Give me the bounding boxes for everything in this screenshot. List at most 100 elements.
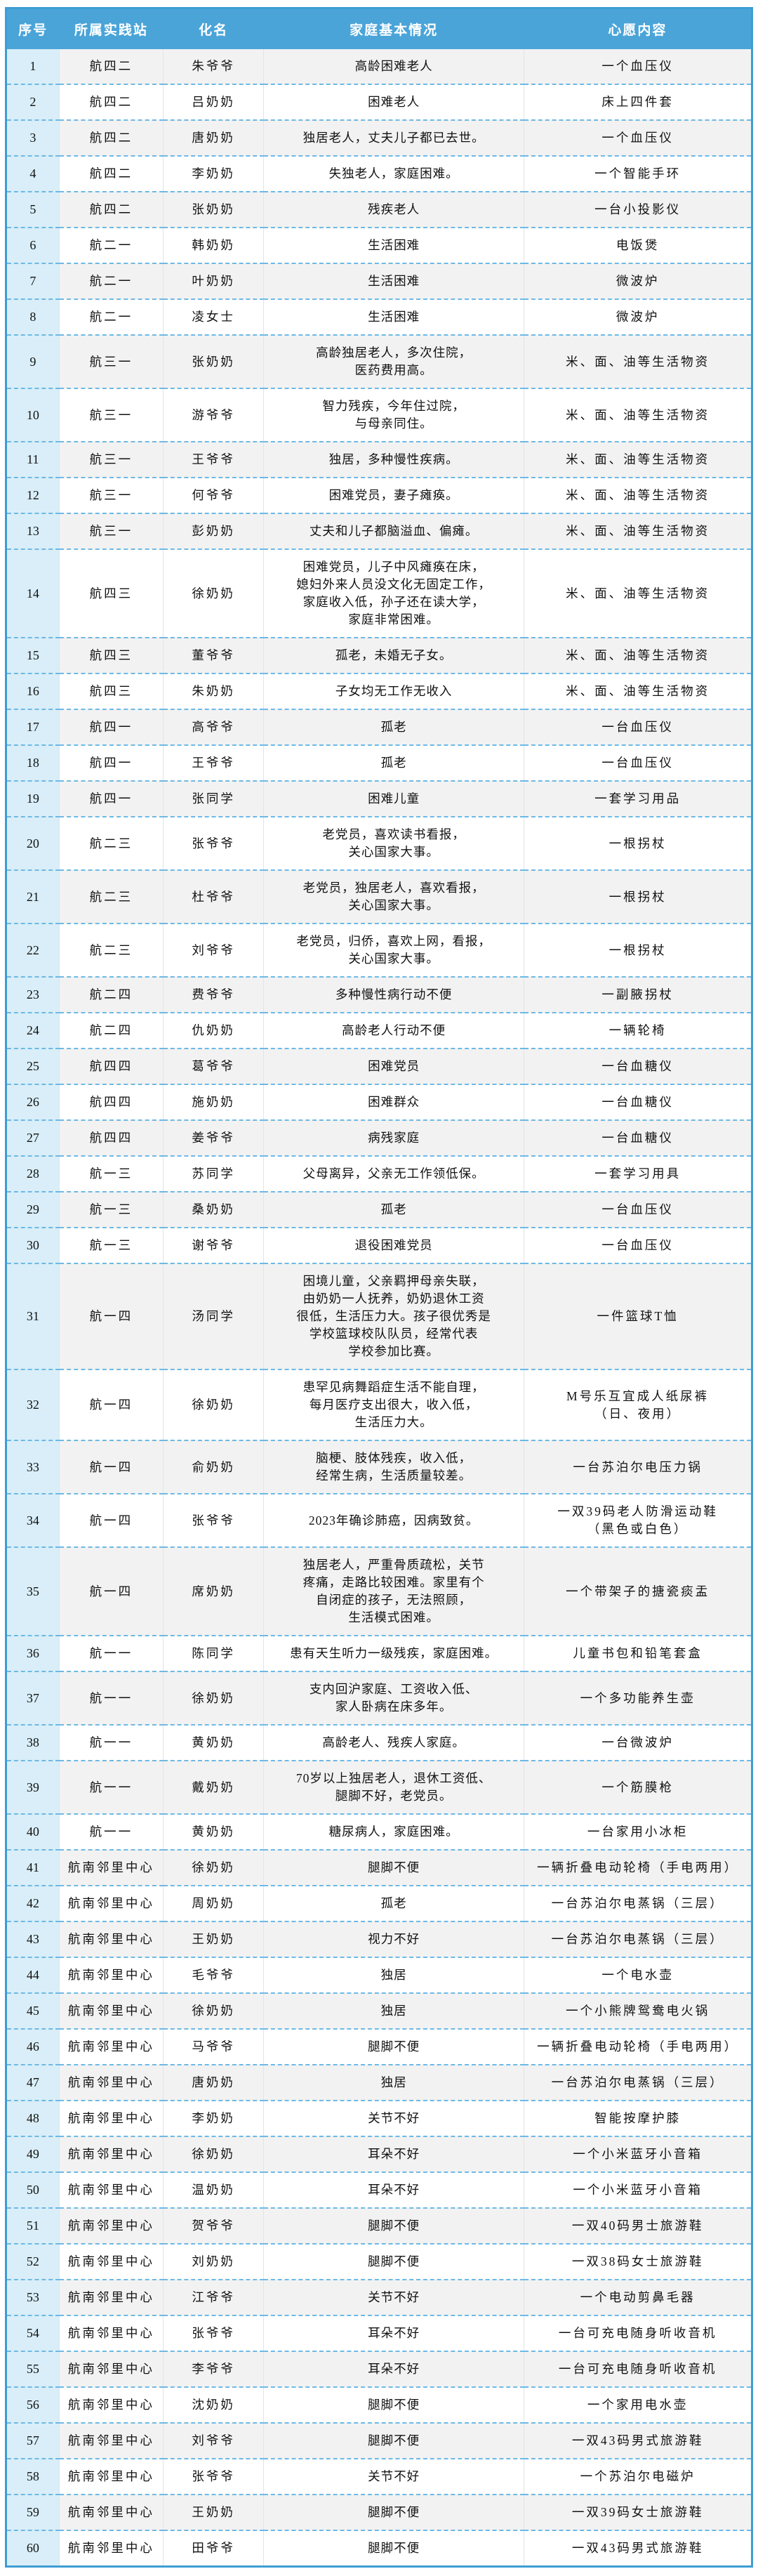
cell-name: 仇奶奶	[163, 1012, 264, 1049]
cell-station: 航南邻里中心	[58, 2386, 164, 2423]
cell-wish: 一个血压仪	[524, 49, 751, 84]
cell-situation: 视力不好	[263, 1921, 524, 1957]
cell-index: 19	[7, 780, 60, 817]
cell-situation: 残疾老人	[263, 191, 524, 228]
cell-name: 唐奶奶	[163, 119, 264, 156]
cell-wish: 床上四件套	[524, 84, 751, 120]
cell-wish: 一辆折叠电动轮椅（手电两用）	[524, 1849, 751, 1886]
cell-index: 1	[7, 49, 60, 84]
cell-wish: 一根拐杖	[524, 923, 751, 977]
cell-name: 杜爷爷	[163, 869, 264, 924]
cell-index: 53	[7, 2279, 60, 2315]
cell-station: 航南邻里中心	[58, 2530, 164, 2565]
cell-station: 航一一	[58, 1635, 164, 1671]
cell-station: 航四三	[58, 637, 164, 673]
cell-name: 叶奶奶	[163, 263, 264, 299]
cell-wish: 一台血糖仪	[524, 1048, 751, 1084]
cell-wish: 一台苏泊尔电蒸锅（三层）	[524, 1885, 751, 1921]
cell-wish: 一根拐杖	[524, 869, 751, 924]
cell-situation: 高龄困难老人	[263, 49, 524, 84]
cell-index: 21	[7, 869, 60, 924]
cell-station: 航三一	[58, 477, 164, 513]
table-row: 50 航南邻里中心 温奶奶 耳朵不好 一个小米蓝牙小音箱	[7, 2171, 751, 2208]
cell-situation: 困难党员	[263, 1048, 524, 1084]
cell-name: 徐奶奶	[163, 1671, 264, 1725]
cell-station: 航南邻里中心	[58, 2207, 164, 2244]
cell-name: 桑奶奶	[163, 1191, 264, 1228]
cell-wish: 一个筋膜枪	[524, 1760, 751, 1814]
cell-index: 48	[7, 2100, 60, 2136]
cell-situation: 失独老人，家庭困难。	[263, 155, 524, 192]
cell-index: 10	[7, 388, 60, 442]
cell-name: 李奶奶	[163, 2100, 264, 2136]
cell-name: 徐奶奶	[163, 1992, 264, 2029]
cell-situation: 独居，多种慢性疾病。	[263, 441, 524, 478]
cell-index: 40	[7, 1813, 60, 1850]
cell-name: 韩奶奶	[163, 227, 264, 263]
cell-name: 王爷爷	[163, 744, 264, 781]
cell-index: 39	[7, 1760, 60, 1814]
cell-station: 航二三	[58, 869, 164, 924]
cell-station: 航二一	[58, 227, 164, 263]
cell-situation: 病残家庭	[263, 1119, 524, 1156]
table-row: 8 航二一 凌女士 生活困难 微波炉	[7, 298, 751, 335]
table-row: 1 航四二 朱爷爷 高龄困难老人 一个血压仪	[7, 49, 751, 84]
cell-station: 航一一	[58, 1813, 164, 1850]
cell-station: 航南邻里中心	[58, 2064, 164, 2101]
cell-wish: 米、面、油等生活物资	[524, 388, 751, 442]
cell-index: 47	[7, 2064, 60, 2101]
cell-name: 田爷爷	[163, 2530, 264, 2565]
cell-station: 航一四	[58, 1369, 164, 1440]
cell-index: 51	[7, 2207, 60, 2244]
cell-name: 谢爷爷	[163, 1227, 264, 1263]
cell-wish: 一台血压仪	[524, 1191, 751, 1228]
cell-wish: 一辆轮椅	[524, 1012, 751, 1049]
cell-wish: 一双43码男式旅游鞋	[524, 2422, 751, 2459]
cell-situation: 独居	[263, 1957, 524, 1993]
cell-station: 航一三	[58, 1155, 164, 1192]
cell-station: 航三一	[58, 388, 164, 442]
table-row: 57 航南邻里中心 刘爷爷 腿脚不便 一双43码男式旅游鞋	[7, 2422, 751, 2459]
table-row: 9 航三一 张奶奶 高龄独居老人，多次住院， 医药费用高。 米、面、油等生活物资	[7, 334, 751, 388]
cell-station: 航四四	[58, 1084, 164, 1120]
cell-name: 刘奶奶	[163, 2243, 264, 2280]
cell-index: 26	[7, 1084, 60, 1120]
cell-name: 李奶奶	[163, 155, 264, 192]
cell-situation: 腿脚不便	[263, 2207, 524, 2244]
cell-station: 航一一	[58, 1724, 164, 1761]
cell-wish: 一台血压仪	[524, 709, 751, 745]
cell-wish: 米、面、油等生活物资	[524, 548, 751, 638]
table-row: 54 航南邻里中心 张爷爷 耳朵不好 一台可充电随身听收音机	[7, 2315, 751, 2351]
column-header-wish: 心愿内容	[524, 9, 751, 49]
cell-wish: 一个小熊牌鸳鸯电火锅	[524, 1992, 751, 2029]
cell-situation: 孤老	[263, 744, 524, 781]
cell-index: 24	[7, 1012, 60, 1049]
cell-situation: 关节不好	[263, 2279, 524, 2315]
cell-name: 张同学	[163, 780, 264, 817]
cell-station: 航四二	[58, 191, 164, 228]
cell-name: 姜爷爷	[163, 1119, 264, 1156]
table-row: 48 航南邻里中心 李奶奶 关节不好 智能按摩护膝	[7, 2100, 751, 2136]
cell-wish: 电饭煲	[524, 227, 751, 263]
table-row: 11 航三一 王爷爷 独居，多种慢性疾病。 米、面、油等生活物资	[7, 441, 751, 478]
cell-name: 沈奶奶	[163, 2386, 264, 2423]
cell-wish: 米、面、油等生活物资	[524, 513, 751, 549]
cell-index: 3	[7, 119, 60, 156]
cell-situation: 独居	[263, 2064, 524, 2101]
cell-situation: 独居老人，严重骨质疏松，关节 疼痛，走路比较困难。家里有个 自闭症的孩子，无法照…	[263, 1546, 524, 1636]
table-row: 35 航一四 席奶奶 独居老人，严重骨质疏松，关节 疼痛，走路比较困难。家里有个…	[7, 1546, 751, 1636]
cell-name: 凌女士	[163, 298, 264, 335]
cell-station: 航南邻里中心	[58, 1885, 164, 1921]
cell-wish: 一台苏泊尔电蒸锅（三层）	[524, 2064, 751, 2101]
cell-name: 张奶奶	[163, 191, 264, 228]
column-header-index: 序号	[7, 9, 60, 49]
cell-situation: 耳朵不好	[263, 2136, 524, 2172]
cell-situation: 孤老	[263, 709, 524, 745]
cell-station: 航四一	[58, 780, 164, 817]
cell-situation: 关节不好	[263, 2100, 524, 2136]
cell-wish: 一台血糖仪	[524, 1084, 751, 1120]
cell-name: 汤同学	[163, 1263, 264, 1369]
table-row: 10 航三一 游爷爷 智力残疾，今年住过院， 与母亲同住。 米、面、油等生活物资	[7, 388, 751, 442]
cell-situation: 丈夫和儿子都脑溢血、偏瘫。	[263, 513, 524, 549]
